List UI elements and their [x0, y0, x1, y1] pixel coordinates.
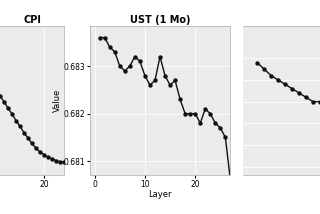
- Point: [283, 83, 288, 86]
- Point: [167, 83, 172, 87]
- Point: [317, 100, 320, 103]
- Point: [26, 136, 31, 140]
- Point: [203, 107, 208, 111]
- Point: [17, 125, 22, 128]
- Point: [127, 64, 132, 68]
- Point: [290, 87, 295, 90]
- Point: [137, 60, 142, 63]
- Point: [152, 79, 157, 82]
- Point: [268, 74, 274, 77]
- Point: [188, 112, 193, 115]
- Point: [218, 126, 223, 130]
- Point: [2, 100, 6, 104]
- Title: UST (1 Mo): UST (1 Mo): [130, 15, 190, 25]
- Point: [49, 157, 54, 160]
- Point: [172, 79, 178, 82]
- Point: [112, 50, 117, 54]
- Point: [117, 64, 122, 68]
- Point: [148, 83, 153, 87]
- Point: [34, 147, 38, 150]
- Point: [37, 150, 43, 153]
- Point: [0, 94, 3, 97]
- Point: [10, 112, 15, 116]
- Point: [310, 100, 316, 103]
- Point: [157, 55, 163, 58]
- Point: [132, 55, 137, 58]
- Point: [163, 74, 168, 77]
- Point: [303, 96, 308, 99]
- Point: [21, 131, 27, 134]
- Point: [53, 159, 59, 162]
- Point: [183, 112, 188, 115]
- Point: [193, 112, 198, 115]
- Point: [228, 178, 233, 182]
- Point: [58, 160, 63, 163]
- X-axis label: Layer: Layer: [148, 190, 172, 199]
- Point: [45, 155, 51, 159]
- Point: [198, 122, 203, 125]
- Point: [42, 153, 47, 156]
- Point: [142, 74, 148, 77]
- Y-axis label: Value: Value: [53, 89, 62, 112]
- Point: [255, 61, 260, 64]
- Point: [29, 142, 35, 145]
- Point: [276, 78, 281, 82]
- Point: [178, 98, 183, 101]
- Point: [223, 136, 228, 139]
- Point: [5, 106, 11, 110]
- Point: [208, 112, 213, 115]
- Point: [13, 119, 19, 122]
- Point: [102, 36, 107, 39]
- Point: [213, 122, 218, 125]
- Point: [297, 91, 302, 95]
- Point: [97, 36, 102, 39]
- Point: [261, 67, 267, 71]
- Point: [122, 69, 127, 73]
- Point: [107, 45, 112, 49]
- Title: CPI: CPI: [23, 15, 41, 25]
- Point: [61, 160, 67, 164]
